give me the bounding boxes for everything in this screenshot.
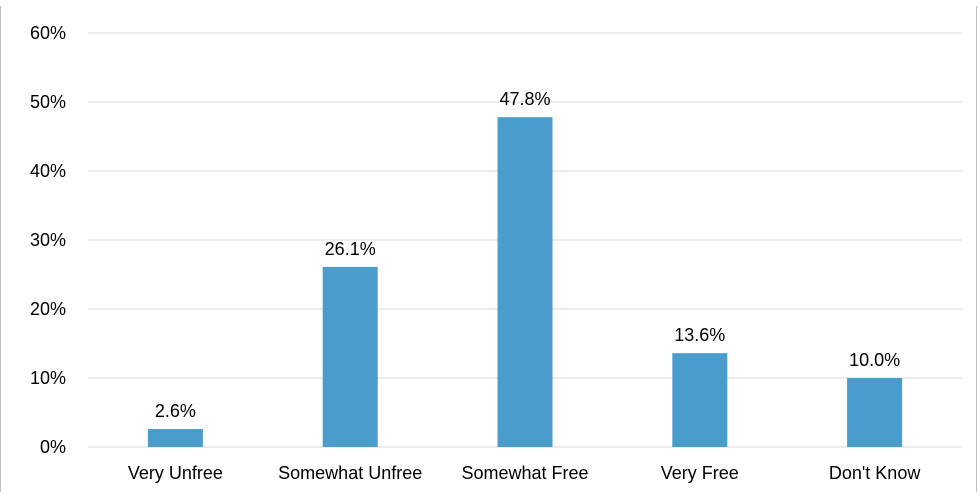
x-tick-label: Somewhat Free	[461, 463, 588, 483]
data-label: 10.0%	[849, 350, 900, 370]
bar	[847, 378, 903, 447]
y-tick-label: 60%	[30, 23, 66, 43]
bar	[672, 353, 728, 447]
data-label: 2.6%	[155, 401, 196, 421]
data-label: 26.1%	[325, 239, 376, 259]
bar	[497, 117, 553, 448]
x-tick-label: Don't Know	[829, 463, 921, 483]
x-tick-label: Somewhat Unfree	[278, 463, 422, 483]
x-tick-label: Very Unfree	[128, 463, 223, 483]
y-tick-label: 10%	[30, 368, 66, 388]
y-tick-label: 20%	[30, 299, 66, 319]
data-label: 13.6%	[674, 325, 725, 345]
y-tick-label: 50%	[30, 92, 66, 112]
y-tick-label: 30%	[30, 230, 66, 250]
y-tick-label: 0%	[40, 437, 66, 457]
x-tick-label: Very Free	[661, 463, 739, 483]
y-tick-label: 40%	[30, 161, 66, 181]
bar	[322, 266, 378, 447]
data-label: 47.8%	[499, 89, 550, 109]
bar	[147, 429, 203, 447]
